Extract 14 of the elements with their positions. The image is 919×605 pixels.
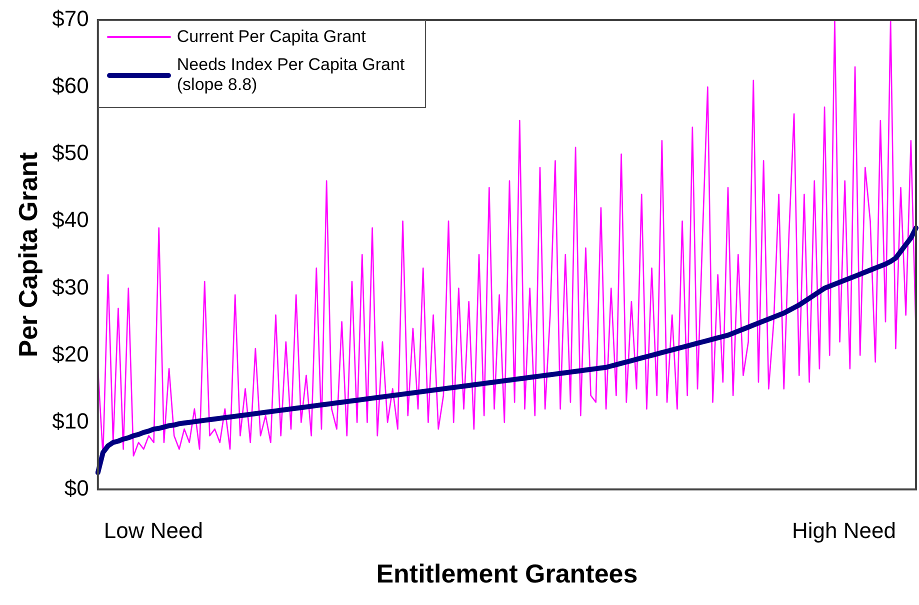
y-tick-label: $10 bbox=[52, 408, 89, 434]
x-axis-title: Entitlement Grantees bbox=[376, 558, 638, 589]
legend-label: Current Per Capita Grant bbox=[176, 27, 366, 47]
y-tick-label: $0 bbox=[64, 475, 89, 500]
text: Low Need bbox=[104, 518, 203, 544]
text: High Need bbox=[792, 518, 896, 544]
legend-label: Needs Index Per Capita Grant (slope 8.8) bbox=[176, 55, 406, 95]
y-tick-label: $40 bbox=[52, 207, 89, 232]
y-axis-title: Per Capita Grant bbox=[12, 152, 43, 358]
y-tick-label: $60 bbox=[52, 73, 89, 98]
y-tick-label: $70 bbox=[52, 6, 89, 32]
y-tick-label: $50 bbox=[52, 140, 89, 166]
y-tick-label: $20 bbox=[52, 341, 89, 366]
y-tick-label: $30 bbox=[52, 274, 89, 300]
